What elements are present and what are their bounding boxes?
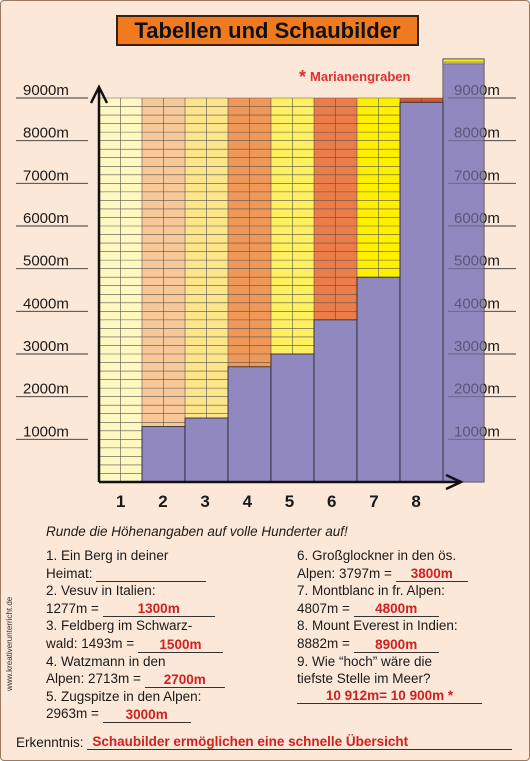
- bar-8: [399, 101, 444, 483]
- bar-7: [356, 276, 401, 483]
- question-1-label: Heimat:: [46, 565, 93, 581]
- bar-2: [141, 426, 186, 483]
- xtick-label-4: 4: [243, 492, 253, 511]
- xtick-label-2: 2: [158, 492, 167, 511]
- ytick-label-left: 5000m: [23, 253, 69, 270]
- website-credit: www.kreativerunterricht.de: [5, 596, 14, 691]
- question-8-label: 8882m =: [297, 635, 350, 651]
- xtick-label-3: 3: [200, 492, 209, 511]
- answer-2[interactable]: 1300m: [102, 601, 215, 618]
- ytick-label-left: 2000m: [23, 381, 69, 398]
- title-box: Tabellen und Schaubilder: [116, 15, 419, 46]
- x-axis-arrow: [445, 473, 464, 491]
- question-2-line-2: 1277m = 1300m: [46, 600, 286, 618]
- question-2-line-1: 2. Vesuv in Italien:: [46, 583, 156, 599]
- question-8-line-2: 8882m = 8900m: [297, 635, 522, 653]
- answer-blank-1[interactable]: [96, 567, 207, 583]
- y-axis-arrow: [89, 84, 109, 104]
- answer-8[interactable]: 8900m: [353, 637, 439, 653]
- conclusion-row: Erkenntnis: Schaubilder ermöglichen eine…: [16, 734, 513, 750]
- question-6-line-2: Alpen: 3797m = 3800m: [297, 565, 522, 583]
- xtick-label-1: 1: [116, 492, 125, 511]
- question-9-line-2: tiefste Stelle im Meer?: [297, 671, 431, 687]
- instruction-text: Runde die Höhenangaben auf volle Hundert…: [46, 524, 348, 539]
- question-7-line-2: 4807m = 4800m: [297, 600, 522, 618]
- bar-4: [227, 366, 272, 483]
- ytick-label-left: 7000m: [23, 167, 69, 184]
- questions-right-column: 6. Großglockner in den ös. Alpen: 3797m …: [297, 547, 522, 704]
- bar-3: [184, 417, 229, 483]
- bar-marianengraben-overlay: [443, 61, 484, 482]
- answer-3[interactable]: 1500m: [137, 637, 223, 653]
- question-5-line-1: 5. Zugspitze in den Alpen:: [46, 688, 202, 704]
- conclusion-label: Erkenntnis:: [16, 735, 84, 750]
- bar-6: [313, 319, 358, 483]
- question-6-line-1: 6. Großglockner in den ös.: [297, 548, 457, 563]
- question-5-label: 2963m =: [46, 706, 99, 722]
- questions-left-column: 1. Ein Berg in deiner Heimat: 2. Vesuv i…: [46, 547, 286, 723]
- bar-5: [270, 353, 315, 483]
- question-4-label: Alpen: 2713m =: [46, 671, 141, 687]
- question-1-line-2: Heimat:: [46, 565, 286, 583]
- question-7-line-1: 7. Montblanc in fr. Alpen:: [297, 583, 445, 599]
- question-6-label: Alpen: 3797m =: [297, 565, 392, 581]
- height-chart: 1000m1000m2000m2000m3000m3000m4000m4000m…: [16, 58, 516, 511]
- question-3-line-2: wald: 1493m = 1500m: [46, 635, 286, 653]
- xtick-label-6: 6: [327, 492, 336, 511]
- question-3-label: wald: 1493m =: [46, 635, 135, 651]
- answer-4[interactable]: 2700m: [144, 672, 225, 688]
- xtick-label-7: 7: [369, 492, 378, 511]
- question-1-line-1: 1. Ein Berg in deiner: [46, 548, 169, 563]
- ytick-label-left: 9000m: [23, 82, 69, 99]
- xtick-label-8: 8: [411, 492, 420, 511]
- question-4-line-2: Alpen: 2713m = 2700m: [46, 670, 286, 688]
- asterisk-icon: *: [299, 67, 307, 87]
- xtick-label-5: 5: [285, 492, 294, 511]
- question-5-line-2: 2963m = 3000m: [46, 705, 286, 723]
- ytick-label-left: 3000m: [23, 338, 69, 355]
- question-9-line-1: 9. Wie “hoch” wäre die: [297, 653, 433, 669]
- question-2-label: 1277m =: [46, 600, 99, 616]
- conclusion-answer[interactable]: Schaubilder ermöglichen eine schnelle Üb…: [87, 734, 513, 750]
- ytick-label-left: 6000m: [23, 210, 69, 227]
- page-title: Tabellen und Schaubilder: [134, 17, 401, 43]
- answer-7[interactable]: 4800m: [353, 601, 439, 618]
- question-8-line-1: 8. Mount Everest in Indien:: [297, 618, 458, 634]
- answer-9[interactable]: 10 912m= 10 900m *: [297, 688, 482, 704]
- answer-5[interactable]: 3000m: [102, 707, 191, 723]
- question-7-label: 4807m =: [297, 600, 350, 616]
- marianengraben-text: Marianengraben: [310, 69, 411, 84]
- ytick-label-left: 1000m: [23, 423, 69, 440]
- question-3-line-1: 3. Feldberg im Schwarz-: [46, 618, 193, 634]
- ytick-label-left: 4000m: [23, 295, 69, 312]
- answer-6[interactable]: 3800m: [395, 566, 468, 583]
- ytick-label-left: 8000m: [23, 125, 69, 142]
- question-4-line-1: 4. Watzmann in den: [46, 653, 166, 669]
- marianengraben-label: * Marianengraben: [299, 65, 411, 87]
